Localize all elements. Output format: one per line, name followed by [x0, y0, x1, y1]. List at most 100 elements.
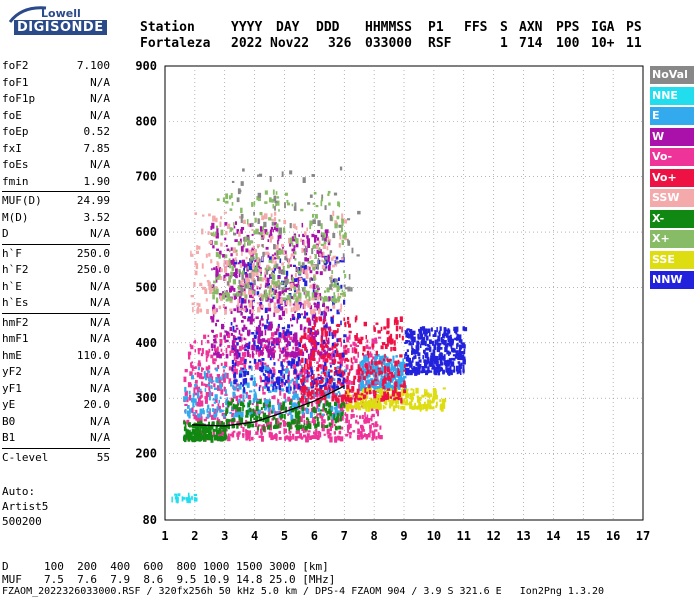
data-point [366, 418, 371, 424]
data-point [282, 297, 287, 301]
data-point [339, 235, 342, 240]
data-point [258, 326, 262, 332]
auto-code-label: 500200 [2, 515, 42, 528]
data-point [429, 401, 431, 404]
data-point [243, 371, 247, 377]
data-point [261, 346, 265, 351]
data-point [460, 370, 462, 375]
data-point [314, 305, 318, 308]
data-point [303, 423, 306, 426]
data-point [257, 307, 261, 313]
data-point [243, 288, 246, 292]
param-row: yE 20.0 [2, 397, 110, 414]
data-point [290, 406, 292, 409]
data-point [206, 408, 209, 413]
data-point [376, 393, 380, 397]
data-point [222, 254, 226, 258]
data-point [190, 397, 195, 403]
data-point [304, 429, 307, 433]
param-label: foF2 [2, 59, 29, 72]
data-point [322, 302, 325, 307]
data-point [343, 405, 347, 408]
param-label: fmin [2, 174, 29, 188]
data-point [418, 397, 421, 400]
data-point [308, 358, 312, 363]
data-point [191, 366, 195, 369]
data-point [375, 436, 378, 440]
header-value-day: Nov22 [270, 36, 310, 51]
data-point [339, 378, 342, 382]
data-point [439, 342, 442, 346]
data-point [201, 340, 203, 346]
data-point [351, 347, 354, 354]
data-point [341, 382, 345, 386]
data-point [302, 434, 307, 438]
param-value: N/A [90, 296, 110, 309]
header-label-day: DAY [276, 20, 300, 35]
data-point [293, 286, 296, 291]
data-point [203, 433, 206, 440]
data-point [238, 269, 241, 273]
data-point [244, 383, 247, 386]
data-point [397, 391, 401, 398]
data-point [334, 409, 338, 416]
data-point [322, 321, 325, 325]
data-point [295, 297, 299, 303]
data-point [268, 424, 272, 428]
data-point [290, 253, 294, 257]
data-point [357, 397, 361, 401]
param-value: 1.90 [83, 174, 111, 188]
data-point [273, 256, 277, 260]
data-point [385, 381, 388, 387]
data-point [274, 386, 278, 393]
data-point [359, 339, 363, 345]
data-point [226, 333, 231, 338]
footer-muf-values: 7.5 7.6 7.9 8.6 9.5 10.9 14.8 25.0 [MHz] [44, 573, 336, 586]
data-point [382, 385, 386, 390]
data-point [201, 263, 204, 269]
data-point [218, 273, 221, 278]
data-point [311, 326, 315, 330]
data-point [333, 372, 337, 376]
data-point [244, 294, 248, 299]
data-point [292, 364, 297, 369]
data-point [383, 326, 387, 330]
data-point [346, 394, 350, 398]
data-point [267, 278, 270, 284]
data-point [238, 415, 241, 421]
data-point [387, 383, 390, 387]
data-point [309, 223, 312, 230]
data-point [199, 410, 202, 416]
data-point [314, 416, 317, 419]
data-point [238, 336, 242, 340]
data-point [220, 216, 223, 220]
data-point [452, 369, 456, 373]
data-point [212, 338, 216, 342]
data-point [364, 384, 366, 389]
data-point [302, 268, 306, 274]
data-point [309, 266, 311, 271]
data-point [355, 419, 358, 424]
data-point [309, 413, 312, 418]
data-point [329, 436, 333, 442]
data-point [425, 404, 429, 410]
data-point [325, 343, 328, 346]
data-point [377, 336, 382, 339]
data-point [293, 278, 298, 282]
data-point [238, 231, 241, 237]
data-point [209, 232, 212, 235]
data-point [192, 306, 194, 313]
data-point [270, 436, 274, 441]
data-point [316, 413, 320, 416]
data-point [317, 257, 320, 264]
param-row: MUF(D) 24.99 [2, 193, 110, 210]
data-point [327, 190, 331, 194]
data-point [190, 362, 192, 367]
data-point [310, 277, 313, 281]
data-point [240, 382, 242, 385]
data-point [194, 270, 198, 276]
data-point [296, 318, 299, 324]
data-point [231, 413, 234, 418]
data-point [310, 367, 313, 373]
data-point [331, 342, 335, 348]
